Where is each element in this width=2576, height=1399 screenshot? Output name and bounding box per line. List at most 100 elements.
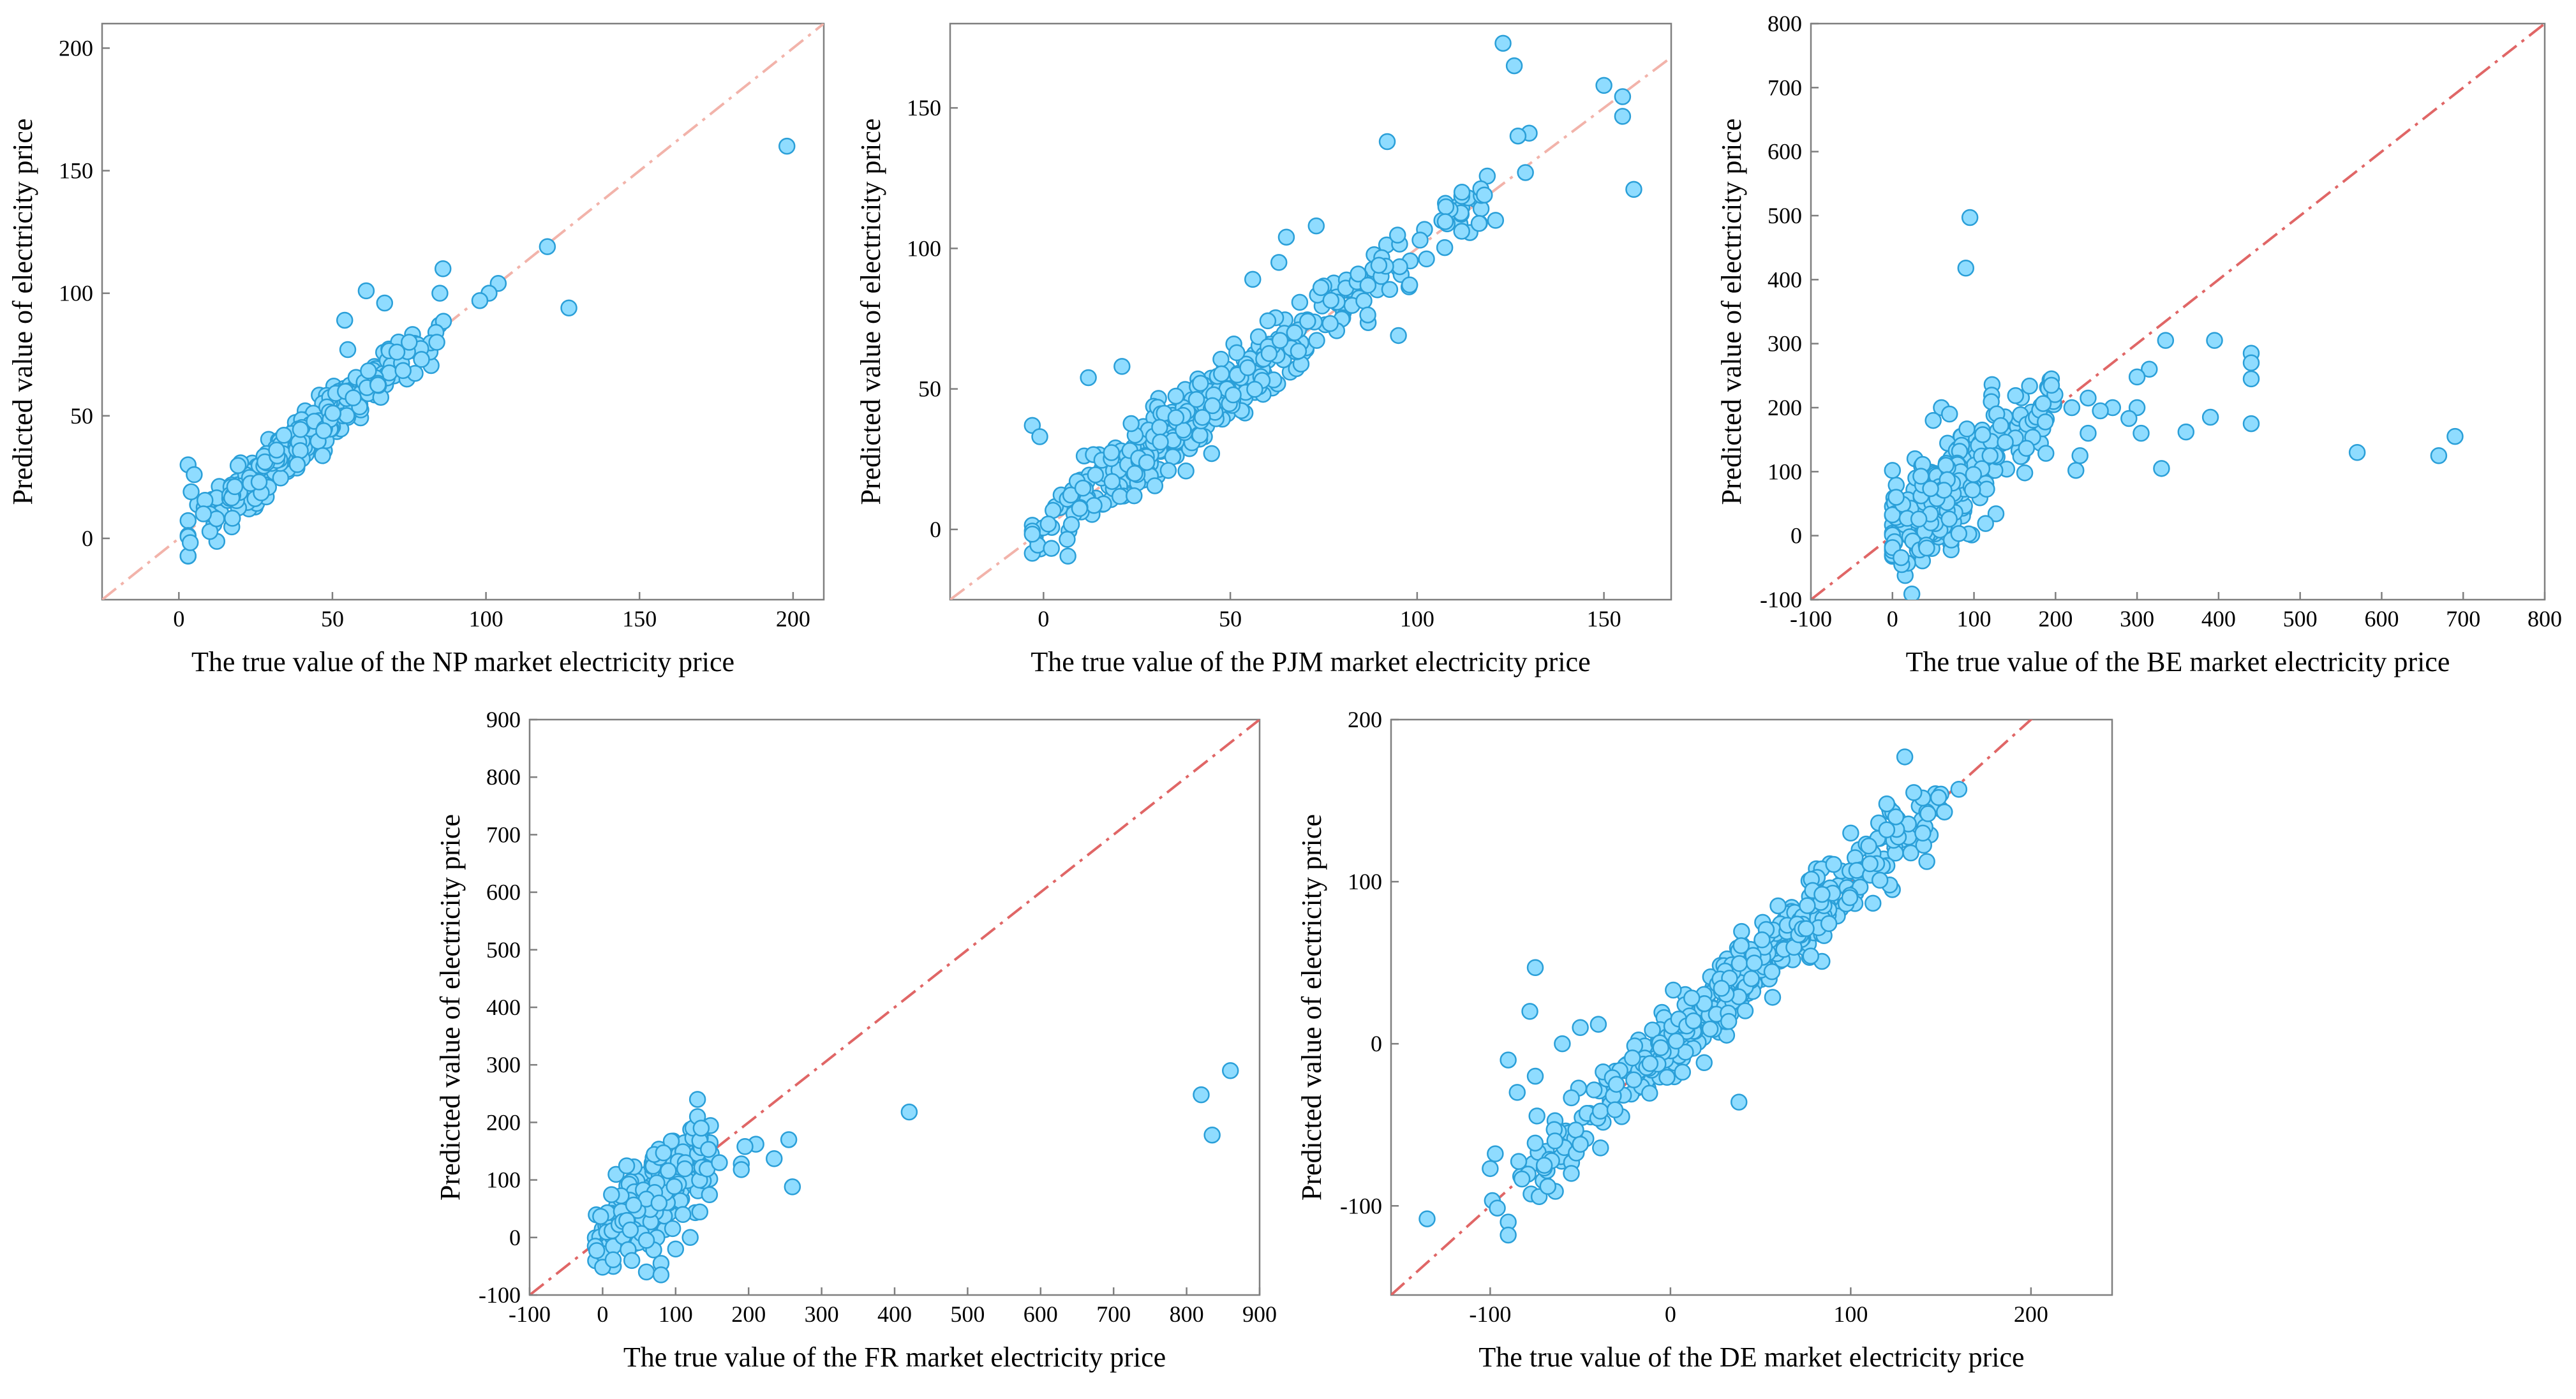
data-point-de	[1802, 947, 1819, 965]
data-point-de	[1572, 1136, 1589, 1153]
data-point-de	[1769, 897, 1787, 915]
data-point-pjm	[1192, 374, 1209, 392]
x-tick-label-np: 0	[173, 606, 184, 632]
data-point-de	[1554, 1035, 1571, 1053]
data-point-pjm	[1203, 397, 1221, 415]
y-tick-label-pjm: 100	[907, 235, 941, 261]
data-point-fr	[733, 1161, 750, 1178]
data-point-be	[2071, 447, 2088, 464]
data-point-de	[1572, 1019, 1589, 1037]
y-tick-label-de: 100	[1348, 869, 1382, 894]
data-point-de	[1914, 824, 1932, 842]
data-point-pjm	[1390, 327, 1407, 344]
data-point-pjm	[1225, 386, 1242, 404]
chart-np: 0 50 100 150 200 0 50 100 150 200 The true value o…	[7, 22, 825, 677]
y-tick-label-be: -100	[1760, 587, 1802, 612]
data-point-np	[778, 137, 796, 155]
x-tick-label-fr: 500	[950, 1301, 985, 1327]
data-point-np	[357, 282, 375, 300]
data-point-fr	[701, 1186, 718, 1203]
data-point-be	[2446, 427, 2464, 445]
data-point-pjm	[1291, 293, 1309, 311]
data-point-be	[1981, 447, 1999, 464]
data-point-be	[2007, 387, 2024, 404]
reference-line-np	[102, 24, 824, 600]
x-axis-title-pjm: The true value of the PJM market electri…	[1031, 646, 1590, 677]
chart-pjm: 0 50 100 150 0 50 100 150 The true value of the …	[855, 22, 1672, 677]
data-point-de	[1521, 1003, 1538, 1020]
data-point-de	[1513, 1170, 1531, 1188]
data-point-de	[1563, 1089, 1580, 1107]
data-point-be	[2348, 443, 2366, 461]
data-point-pjm	[1401, 276, 1418, 293]
data-point-fr	[700, 1141, 717, 1158]
data-point-de	[1685, 1012, 1702, 1030]
data-point-pjm	[1074, 479, 1092, 497]
data-point-np	[413, 351, 430, 368]
x-tick-label-fr: 300	[805, 1301, 839, 1327]
y-tick-label-fr: -100	[479, 1282, 521, 1308]
data-point-de	[1500, 1226, 1517, 1244]
data-point-be	[2021, 377, 2038, 395]
data-point-de	[1930, 788, 1947, 806]
data-point-de	[1905, 784, 1923, 801]
data-point-de	[1919, 805, 1937, 822]
data-point-pjm	[1437, 198, 1455, 216]
data-point-pjm	[1381, 281, 1399, 298]
plot-frame-be	[1810, 22, 2546, 601]
x-tick-label-pjm: 0	[1038, 606, 1049, 632]
data-point-pjm	[1453, 223, 1470, 240]
plot-area-be	[1811, 24, 2545, 600]
data-point-fr	[711, 1154, 728, 1171]
data-point-fr	[637, 1232, 655, 1249]
x-tick-label-fr: 200	[731, 1301, 766, 1327]
data-point-fr	[655, 1144, 673, 1162]
data-point-de	[1591, 1102, 1609, 1120]
data-point-de	[1746, 954, 1763, 972]
x-tick-label-be: -100	[1790, 606, 1832, 632]
data-point-be	[2128, 368, 2146, 386]
data-point-be	[1910, 510, 1928, 528]
data-point-np	[388, 343, 406, 361]
data-point-np	[250, 473, 268, 491]
data-point-fr	[588, 1242, 606, 1259]
data-point-pjm	[1071, 500, 1089, 517]
data-point-de	[1567, 1121, 1584, 1139]
data-point-de	[1733, 922, 1750, 940]
data-point-fr	[604, 1251, 622, 1269]
data-point-be	[1937, 457, 1954, 474]
data-point-be	[2242, 354, 2260, 372]
data-point-np	[292, 421, 309, 438]
data-point-fr	[652, 1266, 670, 1284]
x-tick-label-be: 300	[2120, 606, 2154, 632]
data-point-de	[1736, 1002, 1754, 1019]
data-point-be	[1922, 480, 1939, 498]
data-point-pjm	[1203, 445, 1221, 463]
data-point-pjm	[1059, 531, 1076, 548]
data-point-be	[1978, 480, 1995, 498]
data-point-de	[1500, 1051, 1517, 1069]
data-point-pjm	[1436, 239, 1454, 256]
data-point-be	[1912, 468, 1930, 485]
y-tick-label-be: 400	[1768, 267, 1802, 292]
x-tick-label-np: 50	[321, 606, 344, 632]
data-point-de	[1764, 989, 1782, 1006]
y-axis-title-fr: Predicted value of electricity price	[435, 814, 466, 1201]
data-point-np	[288, 456, 306, 473]
data-point-be	[2037, 445, 2055, 462]
x-tick-label-de: 0	[1665, 1301, 1676, 1327]
data-point-pjm	[1191, 426, 1209, 444]
data-point-de	[1731, 955, 1748, 972]
data-point-de	[1732, 937, 1750, 954]
data-point-pjm	[1024, 525, 1041, 543]
data-point-de	[1590, 1016, 1607, 1033]
plot-area-de	[1391, 720, 2033, 1295]
data-point-pjm	[1080, 369, 1097, 387]
data-point-pjm	[1308, 332, 1325, 349]
x-tick-label-be: 0	[1887, 606, 1898, 632]
data-point-be	[1950, 525, 1968, 542]
data-point-np	[434, 260, 452, 278]
data-point-pjm	[1322, 292, 1340, 309]
y-tick-label-fr: 800	[486, 764, 521, 790]
data-point-pjm	[1494, 34, 1512, 52]
